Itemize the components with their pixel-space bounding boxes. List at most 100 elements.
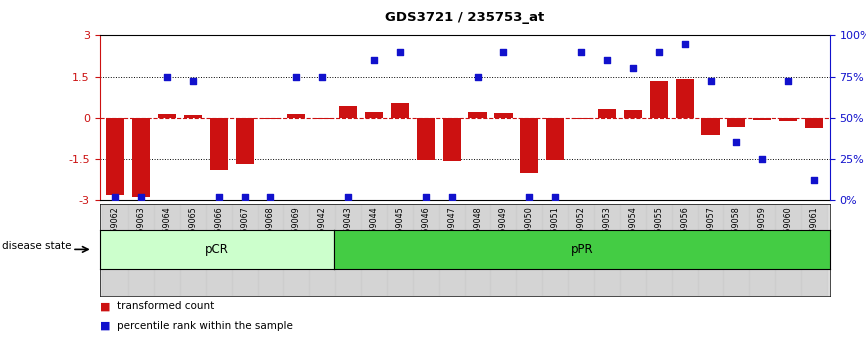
Point xyxy=(470,74,484,79)
Bar xyxy=(154,204,180,296)
Text: GSM559061: GSM559061 xyxy=(810,206,818,255)
Text: GSM559052: GSM559052 xyxy=(577,206,585,255)
Bar xyxy=(701,118,720,135)
Point xyxy=(548,194,562,200)
Text: GSM559055: GSM559055 xyxy=(655,206,663,255)
Bar xyxy=(749,204,775,296)
Bar xyxy=(520,118,539,172)
Point xyxy=(419,194,433,200)
Bar xyxy=(288,114,306,118)
Bar xyxy=(128,204,154,296)
Bar xyxy=(309,204,335,296)
Text: disease state: disease state xyxy=(2,241,71,251)
Bar xyxy=(339,106,357,118)
Bar xyxy=(516,204,542,296)
Bar xyxy=(236,118,254,164)
Text: percentile rank within the sample: percentile rank within the sample xyxy=(117,321,293,331)
Bar xyxy=(675,79,694,118)
Bar xyxy=(387,204,413,296)
Bar xyxy=(672,204,698,296)
Text: GSM559047: GSM559047 xyxy=(447,206,456,255)
Text: GSM559045: GSM559045 xyxy=(396,206,404,255)
Text: GSM559046: GSM559046 xyxy=(421,206,430,255)
Text: GSM559056: GSM559056 xyxy=(680,206,689,255)
Text: GSM559049: GSM559049 xyxy=(499,206,508,255)
Bar xyxy=(646,204,672,296)
Point xyxy=(652,49,666,55)
Point xyxy=(393,49,407,55)
Point xyxy=(626,65,640,71)
Bar xyxy=(490,204,516,296)
Point xyxy=(263,194,277,200)
Text: GSM559051: GSM559051 xyxy=(551,206,559,255)
Bar xyxy=(391,103,409,118)
Text: GDS3721 / 235753_at: GDS3721 / 235753_at xyxy=(385,11,544,24)
Bar xyxy=(494,113,513,118)
Bar xyxy=(698,204,723,296)
Bar xyxy=(210,118,228,170)
Point xyxy=(341,194,355,200)
Bar xyxy=(335,204,361,296)
Point xyxy=(781,79,795,84)
Bar xyxy=(231,204,257,296)
Text: GSM559053: GSM559053 xyxy=(603,206,611,255)
Bar xyxy=(542,204,568,296)
Bar xyxy=(624,110,642,118)
Bar xyxy=(546,118,565,160)
Bar xyxy=(594,204,620,296)
Bar xyxy=(439,204,464,296)
Bar xyxy=(180,204,206,296)
Bar xyxy=(102,204,128,296)
Bar xyxy=(469,112,487,118)
Text: GSM559060: GSM559060 xyxy=(784,206,792,255)
Point xyxy=(703,79,717,84)
Bar xyxy=(257,204,283,296)
Point xyxy=(678,41,692,46)
Bar xyxy=(801,204,827,296)
Bar xyxy=(417,118,435,160)
Text: pCR: pCR xyxy=(205,243,229,256)
Text: GSM559064: GSM559064 xyxy=(163,206,171,255)
Bar xyxy=(779,118,798,121)
Point xyxy=(186,79,200,84)
Point xyxy=(755,156,769,162)
Bar xyxy=(262,118,280,119)
Point xyxy=(134,194,148,200)
Point xyxy=(160,74,174,79)
Bar xyxy=(805,118,824,128)
Point xyxy=(496,49,510,55)
Bar xyxy=(106,118,124,194)
Bar xyxy=(620,204,646,296)
Bar xyxy=(775,204,801,296)
Text: GSM559065: GSM559065 xyxy=(188,206,197,255)
Bar xyxy=(727,118,746,127)
Text: GSM559066: GSM559066 xyxy=(214,206,223,255)
Bar xyxy=(598,109,616,118)
Bar xyxy=(361,204,387,296)
Point xyxy=(574,49,588,55)
Bar xyxy=(132,118,150,197)
Text: GSM559043: GSM559043 xyxy=(344,206,352,255)
Text: GSM559058: GSM559058 xyxy=(732,206,741,255)
Text: GSM559057: GSM559057 xyxy=(706,206,715,255)
Text: GSM559068: GSM559068 xyxy=(266,206,275,255)
Text: GSM559059: GSM559059 xyxy=(758,206,766,255)
Point xyxy=(729,139,743,145)
Point xyxy=(289,74,303,79)
Bar xyxy=(158,114,176,118)
Bar xyxy=(313,118,332,119)
Point xyxy=(600,57,614,63)
Bar xyxy=(723,204,749,296)
Bar xyxy=(650,81,668,118)
Point xyxy=(315,74,329,79)
Text: GSM559062: GSM559062 xyxy=(111,206,120,255)
Bar xyxy=(413,204,439,296)
Point xyxy=(367,57,381,63)
Text: GSM559050: GSM559050 xyxy=(525,206,533,255)
Point xyxy=(522,194,536,200)
Point xyxy=(212,194,226,200)
Bar xyxy=(184,115,202,118)
Point xyxy=(445,194,459,200)
Bar xyxy=(443,118,461,161)
Bar xyxy=(365,112,383,118)
